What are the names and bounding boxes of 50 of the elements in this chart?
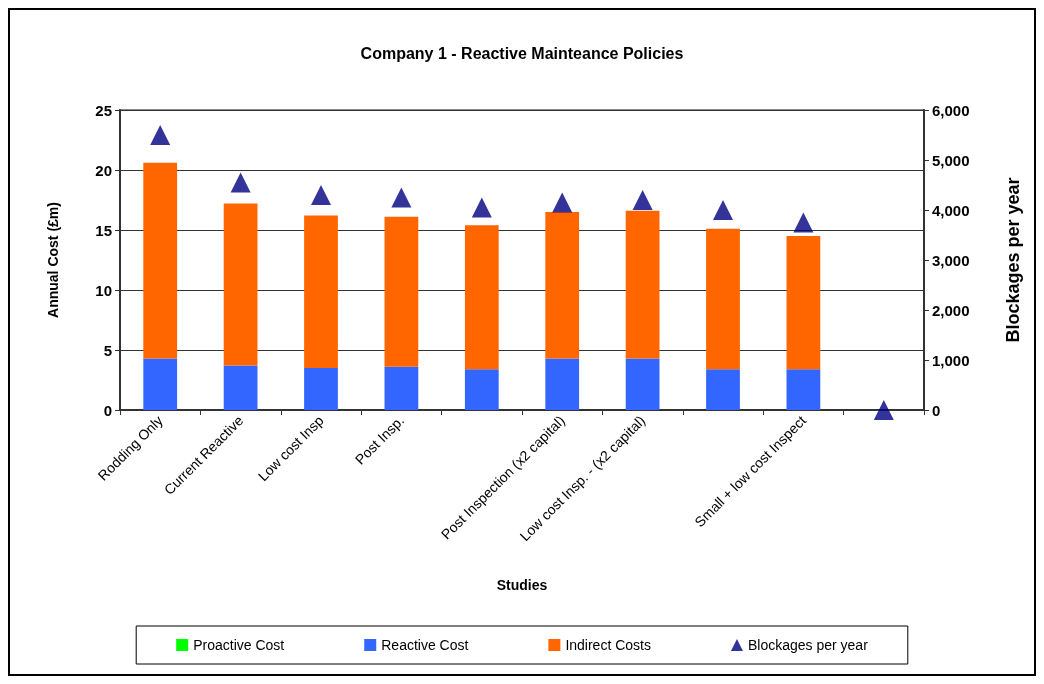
- y2-tick-label: 0: [932, 401, 941, 419]
- y-axis-title: Annual Cost (£m): [45, 202, 61, 318]
- bar: [143, 162, 178, 359]
- bar: [143, 358, 178, 410]
- y-tick-label: 0: [103, 401, 112, 419]
- y-tick-label: 5: [103, 341, 112, 359]
- bar: [786, 236, 821, 370]
- bar: [706, 228, 740, 370]
- point: [552, 192, 573, 213]
- bar: [464, 369, 499, 410]
- y-tick-label: 20: [95, 161, 112, 179]
- point: [471, 197, 492, 218]
- y-tick-label: 15: [95, 221, 112, 239]
- y2-tick-label: 2,000: [932, 301, 970, 319]
- bar: [786, 369, 821, 410]
- bar: [545, 358, 580, 410]
- point: [391, 187, 412, 208]
- bar: [625, 210, 660, 359]
- point: [713, 200, 733, 220]
- y-tick-label: 10: [95, 281, 112, 299]
- y2-axis-title: Blockages per year: [1003, 177, 1023, 343]
- point: [873, 400, 894, 420]
- legend-label: Reactive Cost: [381, 637, 469, 653]
- x-axis-title: Studies: [496, 577, 548, 593]
- y2-tick-label: 6,000: [932, 101, 970, 119]
- legend-label: Blockages per year: [747, 637, 869, 653]
- y2-tick-label: 5,000: [932, 151, 970, 169]
- bar: [706, 369, 740, 410]
- y2-tick-label: 3,000: [932, 251, 970, 269]
- point: [311, 185, 331, 205]
- point: [632, 190, 653, 210]
- y-tick-label: 25: [95, 101, 112, 119]
- bar: [223, 365, 258, 410]
- bar: [464, 225, 499, 370]
- point: [793, 212, 814, 233]
- legend-label: Indirect Costs: [565, 637, 651, 653]
- x-tick-label: Low cost Insp: [254, 412, 327, 485]
- point: [230, 172, 251, 193]
- bar: [304, 368, 338, 410]
- y2-tick-label: 4,000: [932, 201, 970, 219]
- legend-label: Proactive Cost: [193, 637, 285, 653]
- bar: [545, 212, 580, 359]
- bar: [625, 358, 660, 410]
- bar: [223, 203, 258, 366]
- bar: [384, 216, 419, 367]
- bar: [304, 215, 338, 368]
- chart-title: Company 1 - Reactive Mainteance Policies: [360, 44, 684, 62]
- bar: [384, 366, 419, 410]
- point: [150, 125, 171, 145]
- y2-tick-label: 1,000: [932, 351, 970, 369]
